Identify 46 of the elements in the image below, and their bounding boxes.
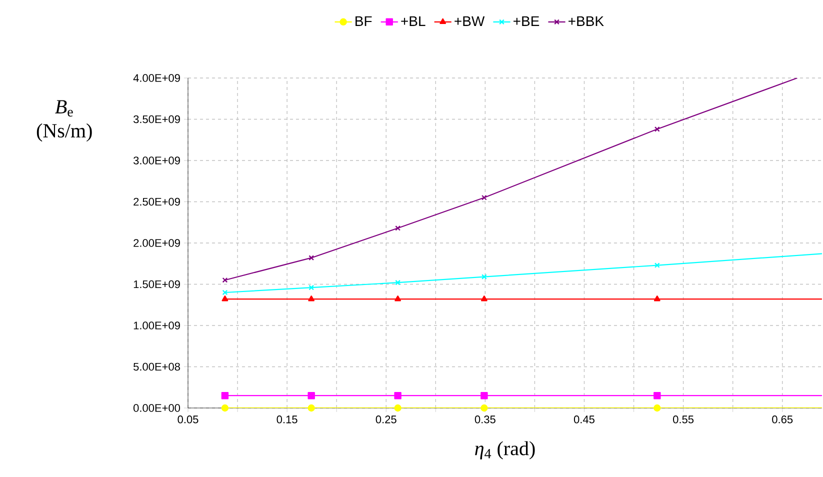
y-tick-label: 0.00E+00 xyxy=(133,404,180,412)
x-tick-label: 0.15 xyxy=(276,416,298,424)
legend-label: +BBK xyxy=(568,16,604,26)
point xyxy=(308,295,315,302)
point xyxy=(395,280,401,286)
point xyxy=(654,392,661,400)
y-tick-label: 1.50E+09 xyxy=(134,280,180,288)
x-tick-label: 0.35 xyxy=(474,416,496,424)
y-tick-label: 5.00E+08 xyxy=(134,362,180,371)
legend-label: BF xyxy=(356,16,372,26)
x-axis-title: η$_{4}$ (rad) xyxy=(475,441,535,460)
point xyxy=(654,295,660,302)
x-tick-label: 0.25 xyxy=(376,416,396,424)
point xyxy=(394,392,402,400)
legend-label: +BE xyxy=(514,16,540,26)
point xyxy=(654,126,660,132)
legend-label: +BW xyxy=(454,16,485,26)
point xyxy=(221,404,229,412)
y-tick-label: 4.00E+09 xyxy=(133,74,180,82)
point xyxy=(481,194,487,200)
point xyxy=(395,225,401,231)
point xyxy=(308,284,314,290)
x-tick-label: 0.65 xyxy=(772,416,793,424)
x-tick-label: 0.05 xyxy=(178,416,198,424)
y-tick-label: 2.00E+09 xyxy=(134,239,180,247)
point xyxy=(394,404,402,412)
point xyxy=(654,262,660,268)
y-axis-title: B$_{e}$ (Ns/m) xyxy=(36,100,92,142)
point xyxy=(654,404,661,412)
point xyxy=(480,404,488,412)
point xyxy=(222,295,228,302)
legend-label: +BL xyxy=(401,16,426,26)
y-tick-label: 1.00E+09 xyxy=(134,322,180,330)
point xyxy=(480,392,488,400)
y-tick-label: 3.00E+09 xyxy=(133,156,180,164)
point xyxy=(308,392,315,400)
point xyxy=(308,255,314,261)
point xyxy=(481,274,487,280)
y-tick-label: 2.50E+09 xyxy=(134,198,180,206)
point xyxy=(308,404,315,412)
point xyxy=(480,295,488,302)
x-tick-label: 0.55 xyxy=(673,416,694,424)
y-tick-label: 3.50E+09 xyxy=(133,115,180,124)
x-tick-label: 0.45 xyxy=(574,416,594,424)
point xyxy=(221,392,229,400)
point xyxy=(394,295,402,302)
